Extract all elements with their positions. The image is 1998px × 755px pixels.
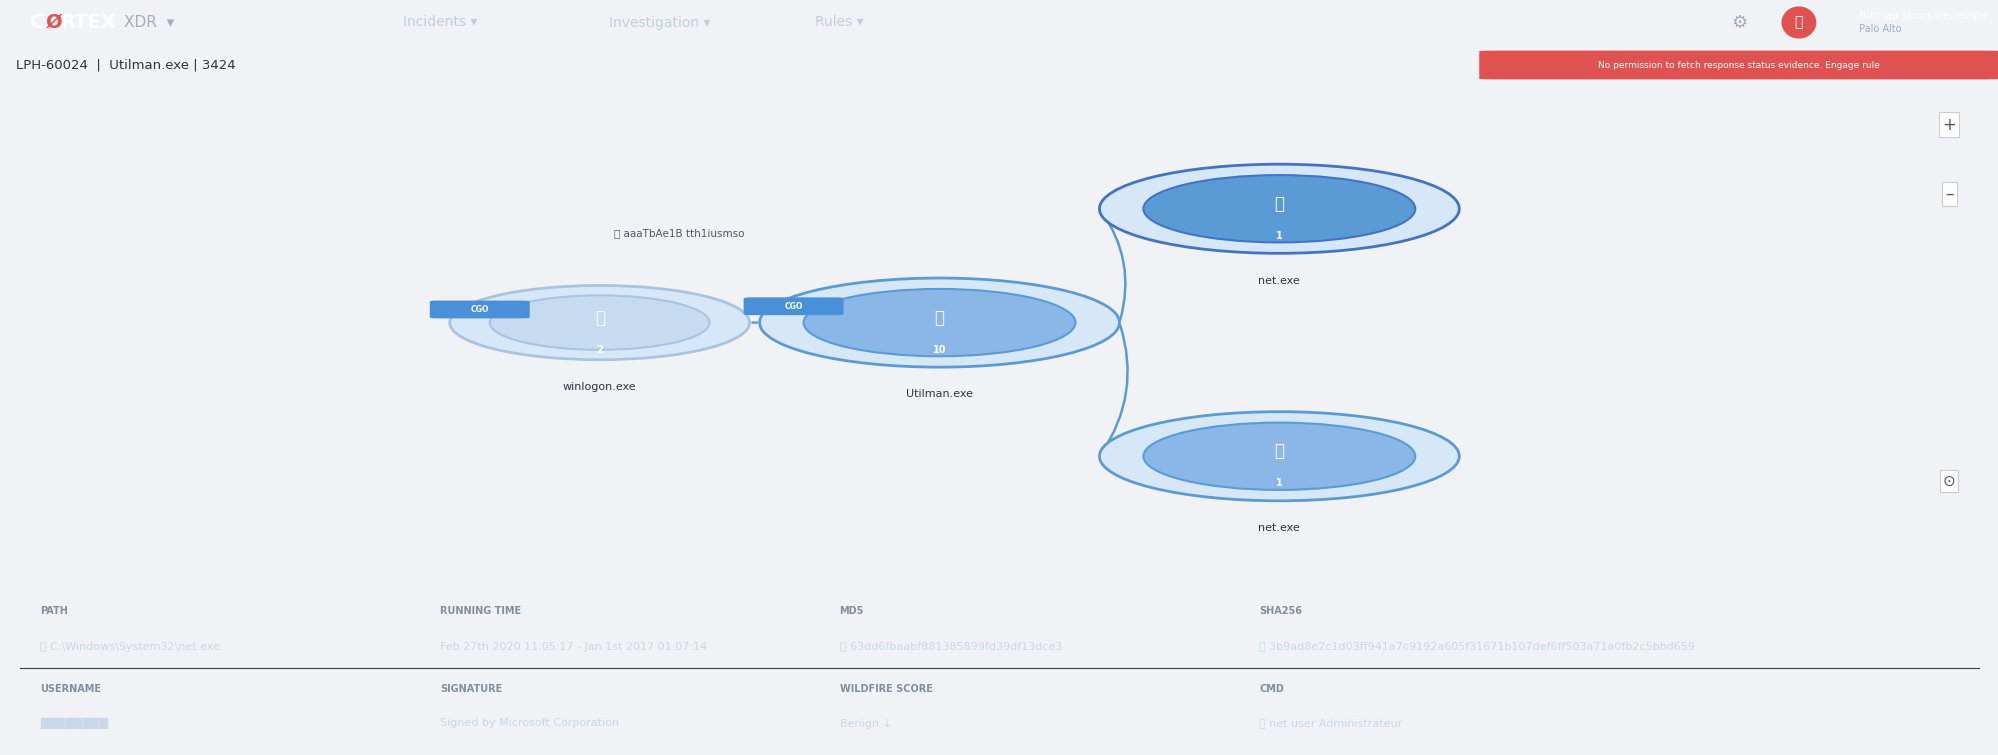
Circle shape [1143, 423, 1415, 490]
Text: 1: 1 [1275, 479, 1283, 488]
Text: 10: 10 [933, 345, 945, 355]
Circle shape [1099, 164, 1459, 253]
FancyBboxPatch shape [743, 297, 843, 315]
Text: CGO: CGO [470, 305, 490, 314]
Text: 1: 1 [1275, 231, 1283, 241]
Text: MD5: MD5 [839, 606, 863, 617]
Text: Signed by Microsoft Corporation: Signed by Microsoft Corporation [440, 719, 619, 729]
Text: 📄 3b9ad8e2c1d03ff941a7c9192a605f31671b107def6ff503a71a0fb2c5bbd659: 📄 3b9ad8e2c1d03ff941a7c9192a605f31671b10… [1259, 642, 1694, 652]
FancyBboxPatch shape [1479, 51, 1998, 79]
Text: C: C [30, 13, 44, 32]
Circle shape [803, 289, 1075, 356]
FancyBboxPatch shape [430, 300, 529, 319]
Text: Benign ↓: Benign ↓ [839, 719, 891, 729]
Text: Incidents ▾: Incidents ▾ [402, 16, 478, 29]
Text: USERNAME: USERNAME [40, 683, 102, 694]
Text: Investigation ▾: Investigation ▾ [609, 16, 709, 29]
Text: net.exe: net.exe [1259, 276, 1299, 285]
Text: Utilman.exe: Utilman.exe [905, 390, 973, 399]
Text: RUNNING TIME: RUNNING TIME [440, 606, 521, 617]
Circle shape [759, 278, 1119, 367]
Text: CMD: CMD [1259, 683, 1283, 694]
Circle shape [1099, 411, 1459, 501]
Text: No permission to fetch response status evidence. Engage rule: No permission to fetch response status e… [1596, 60, 1880, 69]
Circle shape [1143, 175, 1415, 242]
Text: 📄 C:\Windows\System32\net.exe: 📄 C:\Windows\System32\net.exe [40, 642, 220, 652]
Text: net.exe: net.exe [1259, 523, 1299, 533]
Text: ⊙: ⊙ [1942, 473, 1954, 488]
Text: 👤 aaaTbAe1B tth1iusmso: 👤 aaaTbAe1B tth1iusmso [613, 229, 745, 239]
Text: 🔔: 🔔 [1794, 16, 1802, 29]
Text: SHA256: SHA256 [1259, 606, 1303, 617]
Text: PATH: PATH [40, 606, 68, 617]
Text: Palo Alto: Palo Alto [1858, 24, 1900, 34]
Text: ⚙: ⚙ [1730, 14, 1746, 32]
Text: LPH-60024  |  Utilman.exe | 3424: LPH-60024 | Utilman.exe | 3424 [16, 58, 236, 72]
Text: 🗒: 🗒 [933, 309, 945, 327]
Text: Ø: Ø [46, 13, 62, 32]
Text: CGO: CGO [783, 302, 803, 311]
Text: WILDFIRE SCORE: WILDFIRE SCORE [839, 683, 931, 694]
Circle shape [1782, 7, 1814, 38]
Circle shape [490, 295, 709, 350]
Text: 🗒: 🗒 [593, 309, 605, 327]
Text: 📄 63dd6fbaabf881385899fd39df13dce3: 📄 63dd6fbaabf881385899fd39df13dce3 [839, 642, 1061, 652]
Text: RTEX: RTEX [60, 13, 116, 32]
Text: –: – [1944, 185, 1952, 203]
Text: 2: 2 [595, 345, 603, 355]
Text: Rules ▾: Rules ▾ [815, 16, 863, 29]
Text: 🗒: 🗒 [1273, 442, 1285, 461]
Text: winlogon.exe: winlogon.exe [563, 382, 635, 392]
Text: SIGNATURE: SIGNATURE [440, 683, 501, 694]
Text: XDR  ▾: XDR ▾ [124, 15, 174, 30]
Text: +: + [1942, 116, 1954, 134]
Text: Bitmap Janus/Penelope: Bitmap Janus/Penelope [1858, 11, 1986, 20]
Text: 🗒: 🗒 [1273, 195, 1285, 213]
Text: ████████: ████████ [40, 718, 108, 729]
Circle shape [450, 285, 749, 359]
Text: Feb 27th 2020 11:05:17 - Jan 1st 2017 01:07:14: Feb 27th 2020 11:05:17 - Jan 1st 2017 01… [440, 642, 707, 652]
Text: 📄 net user Administrateur: 📄 net user Administrateur [1259, 719, 1403, 729]
